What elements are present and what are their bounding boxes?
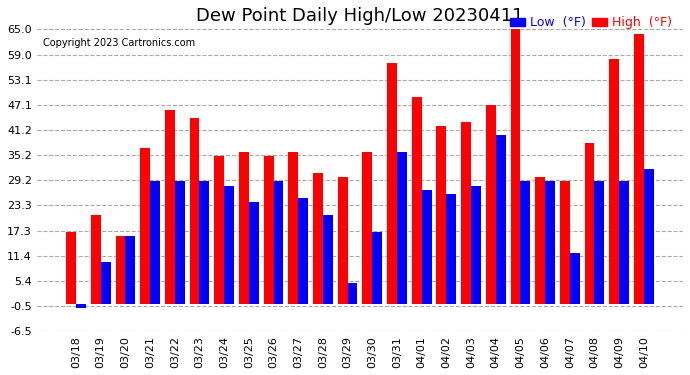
Bar (337, 177, 348, 304)
Bar (76, 304, 86, 308)
Bar (66, 232, 76, 304)
Bar (348, 283, 357, 304)
Bar (199, 181, 209, 304)
Bar (570, 253, 580, 304)
Bar (224, 186, 234, 304)
Bar (140, 147, 150, 304)
Legend: Low  (°F), High  (°F): Low (°F), High (°F) (504, 11, 677, 34)
Bar (150, 181, 160, 304)
Bar (644, 169, 653, 304)
Bar (373, 232, 382, 304)
Bar (323, 215, 333, 304)
Bar (437, 126, 446, 304)
Bar (239, 152, 249, 304)
Bar (595, 181, 604, 304)
Bar (387, 63, 397, 304)
Bar (215, 156, 224, 304)
Bar (535, 177, 545, 304)
Bar (446, 194, 456, 304)
Bar (634, 33, 644, 304)
Bar (422, 190, 431, 304)
Bar (560, 181, 570, 304)
Bar (190, 118, 199, 304)
Bar (495, 135, 506, 304)
Bar (545, 181, 555, 304)
Bar (175, 181, 185, 304)
Bar (619, 181, 629, 304)
Bar (313, 173, 323, 304)
Bar (584, 143, 595, 304)
Bar (91, 215, 101, 304)
Bar (115, 236, 126, 304)
Bar (101, 261, 110, 304)
Bar (298, 198, 308, 304)
Bar (288, 152, 298, 304)
Bar (264, 156, 273, 304)
Bar (273, 181, 284, 304)
Bar (486, 105, 495, 304)
Bar (126, 236, 135, 304)
Bar (412, 97, 422, 304)
Title: Dew Point Daily High/Low 20230411: Dew Point Daily High/Low 20230411 (196, 7, 524, 25)
Bar (471, 186, 481, 304)
Bar (397, 152, 407, 304)
Bar (249, 202, 259, 304)
Text: Copyright 2023 Cartronics.com: Copyright 2023 Cartronics.com (43, 38, 195, 48)
Bar (511, 29, 520, 304)
Bar (520, 181, 530, 304)
Bar (609, 59, 619, 304)
Bar (461, 122, 471, 304)
Bar (165, 110, 175, 304)
Bar (362, 152, 373, 304)
